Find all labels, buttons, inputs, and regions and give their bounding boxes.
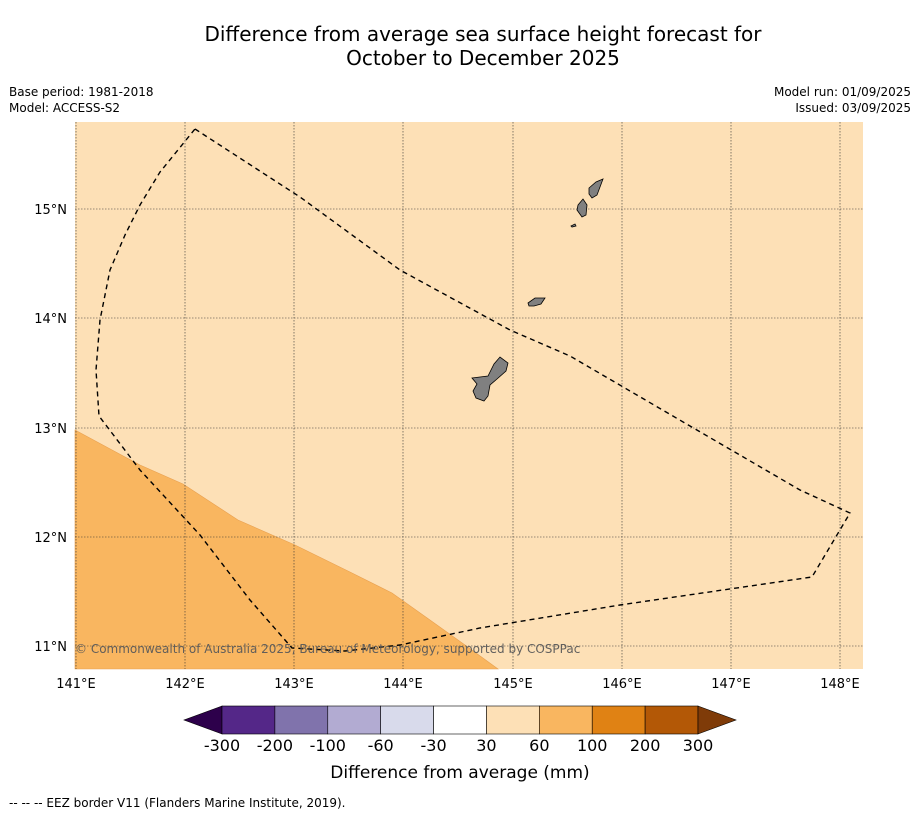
colorbar-swatch	[644, 705, 699, 735]
colorbar-tick-label: -100	[310, 736, 346, 755]
base-period: Base period: 1981-2018	[9, 85, 154, 99]
model-run: Model run: 01/09/2025	[773, 85, 911, 99]
colorbar-tick-label: -200	[257, 736, 293, 755]
colorbar-tick-label: -60	[368, 736, 394, 755]
gridlines	[75, 122, 863, 669]
map-title: Difference from average sea surface heig…	[0, 22, 919, 70]
colorbar-swatch	[591, 705, 646, 735]
lat-label-11: 11°N	[34, 640, 67, 655]
eez-border	[95, 128, 851, 652]
colorbar-tick-label: 300	[683, 736, 714, 755]
island-rota	[527, 297, 546, 307]
colorbar-tick-label: -300	[204, 736, 240, 755]
colorbar-tick-label: -30	[420, 736, 446, 755]
map-panel	[74, 122, 863, 670]
colorbar-label: Difference from average (mm)	[330, 763, 589, 783]
base-info: Base period: 1981-2018 Model: ACCESS-S2	[9, 84, 154, 116]
lat-label-12: 12°N	[34, 531, 67, 546]
title-line-1: Difference from average sea surface heig…	[204, 22, 762, 46]
issued-date: Issued: 03/09/2025	[795, 101, 911, 115]
lon-label-142: 142°E	[165, 677, 205, 692]
colorbar-extend-low	[183, 705, 223, 735]
longitude-labels: 141°E 142°E 143°E 144°E 145°E 146°E 147°…	[56, 677, 860, 692]
island-aguijan	[570, 223, 577, 228]
lon-label-144: 144°E	[383, 677, 423, 692]
colorbar-swatch	[274, 705, 329, 735]
colorbar-extend-high	[697, 705, 737, 735]
title-line-2: October to December 2025	[346, 46, 620, 70]
lon-label-147: 147°E	[711, 677, 751, 692]
colorbar-swatch	[380, 705, 434, 735]
colorbar-swatch	[433, 705, 487, 735]
model-name: Model: ACCESS-S2	[9, 101, 121, 115]
eez-legend-note: -- -- -- EEZ border V11 (Flanders Marine…	[9, 796, 346, 810]
colorbar-tick-label: 30	[476, 736, 496, 755]
islands	[471, 178, 604, 402]
lat-label-14: 14°N	[34, 312, 67, 327]
island-guam	[471, 356, 509, 402]
run-info: Model run: 01/09/2025 Issued: 03/09/2025	[774, 84, 911, 116]
colorbar-swatch	[221, 705, 276, 735]
island-tinian	[576, 198, 588, 218]
lat-label-13: 13°N	[34, 422, 67, 437]
colorbar-tick-label: 100	[577, 736, 608, 755]
lat-label-15: 15°N	[34, 203, 67, 218]
lon-label-143: 143°E	[274, 677, 314, 692]
colorbar-swatch	[539, 705, 593, 735]
lon-label-146: 146°E	[602, 677, 642, 692]
colorbar-tick-label: 60	[529, 736, 549, 755]
ocean-60-100-area	[74, 429, 499, 670]
lon-label-148: 148°E	[820, 677, 860, 692]
lon-label-145: 145°E	[493, 677, 533, 692]
latitude-labels: 15°N 14°N 13°N 12°N 11°N	[34, 203, 67, 655]
colorbar-tick-label: 200	[630, 736, 661, 755]
colorbar-swatch	[327, 705, 381, 735]
colorbar: -300 -200 -100 -60 -30 30 60 100 200 300	[183, 705, 737, 755]
copyright-text: © Commonwealth of Australia 2025, Bureau…	[75, 642, 580, 656]
colorbar-swatch	[486, 705, 540, 735]
island-saipan	[588, 178, 604, 199]
lon-label-141: 141°E	[56, 677, 96, 692]
